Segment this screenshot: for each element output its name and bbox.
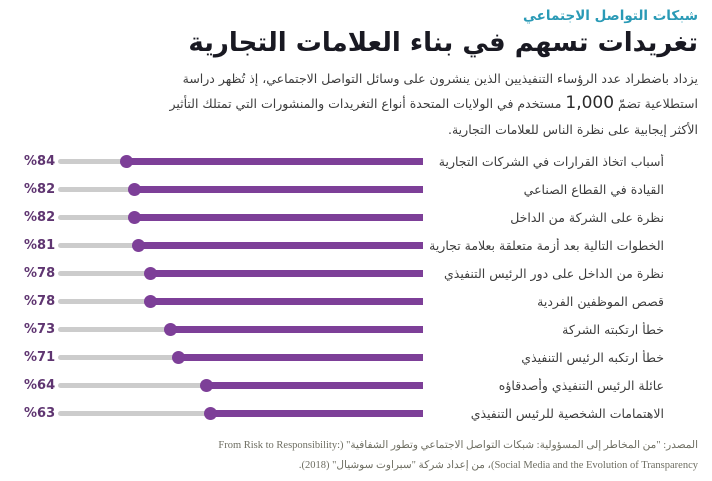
bar-track (58, 238, 423, 252)
category-label: خطأ ارتكبته الشركة (562, 321, 664, 337)
bar-track (58, 154, 423, 168)
bar-dot (127, 182, 141, 196)
value-label: %63 (24, 405, 56, 421)
chart-row: %78 قصص الموظفين الفردية (0, 287, 698, 315)
bar-track (58, 266, 423, 280)
category-label: القيادة في القطاع الصناعي (523, 181, 664, 197)
bar-fill (119, 154, 423, 168)
bar-track (58, 182, 423, 196)
value-label: %82 (24, 181, 56, 197)
bar-fill (172, 350, 423, 364)
category-label: أسباب اتخاذ القرارات في الشركات التجارية (438, 153, 664, 169)
chart-row: %78 نظرة من الداخل على دور الرئيس التنفيذ… (0, 259, 698, 287)
value-label: %73 (24, 321, 56, 337)
bar-track (58, 322, 423, 336)
bar-fill (143, 266, 423, 280)
bar-fill (204, 406, 423, 420)
intro-text-before: يزداد باضطراد عدد الرؤساء التنفيذيين الذ… (182, 70, 698, 112)
category-label: الاهتمامات الشخصية للرئيس التنفيذي (470, 405, 664, 421)
chart-row: %63 الاهتمامات الشخصية للرئيس التنفيذي (0, 399, 698, 427)
bar-dot (163, 322, 177, 336)
bar-dot (200, 378, 214, 392)
chart-row: %82 القيادة في القطاع الصناعي (0, 175, 698, 203)
intro-text-after: مستخدم في الولايات المتحدة أنواع التغريد… (169, 96, 698, 137)
value-label: %82 (24, 209, 56, 225)
bar-dot (143, 266, 157, 280)
bar-fill (163, 322, 423, 336)
bar-track (58, 294, 423, 308)
value-label: %81 (24, 237, 56, 253)
category-label: نظرة من الداخل على دور الرئيس التنفيذي (443, 265, 664, 281)
category-label: قصص الموظفين الفردية (537, 293, 664, 309)
sample-size-number: 1,000 (565, 93, 615, 114)
value-label: %84 (24, 153, 56, 169)
source-note: المصدر: "من المخاطر إلى المسؤولية: شبكات… (218, 440, 698, 472)
value-label: %71 (24, 349, 56, 365)
value-label: %64 (24, 377, 56, 393)
bar-track (58, 350, 423, 364)
bar-dot (172, 350, 186, 364)
category-label: نظرة على الشركة من الداخل (510, 209, 664, 225)
category-label: خطأ ارتكبه الرئيس التنفيذي (521, 349, 664, 365)
bar-dot (143, 294, 157, 308)
bar-fill (131, 238, 423, 252)
chart-row: %73 خطأ ارتكبته الشركة (0, 315, 698, 343)
chart-row: %81 الخطوات التالية بعد أزمة متعلقة بعلام… (0, 231, 698, 259)
category-label: الخطوات التالية بعد أزمة متعلقة بعلامة ت… (429, 237, 664, 253)
bar-chart: %84 أسباب اتخاذ القرارات في الشركات التجا… (0, 147, 698, 427)
bar-dot (119, 154, 133, 168)
kicker-label: شبكات التواصل الاجتماعي (523, 8, 698, 24)
bar-dot (127, 210, 141, 224)
chart-row: %82 نظرة على الشركة من الداخل (0, 203, 698, 231)
chart-row: %64 عائلة الرئيس التنفيذي وأصدقاؤه (0, 371, 698, 399)
intro-paragraph: يزداد باضطراد عدد الرؤساء التنفيذيين الذ… (164, 68, 698, 140)
chart-row: %71 خطأ ارتكبه الرئيس التنفيذي (0, 343, 698, 371)
bar-fill (143, 294, 423, 308)
bar-track (58, 210, 423, 224)
category-label: عائلة الرئيس التنفيذي وأصدقاؤه (498, 377, 664, 393)
bar-track (58, 406, 423, 420)
bar-fill (127, 182, 423, 196)
bar-fill (200, 378, 423, 392)
bar-dot (204, 406, 218, 420)
value-label: %78 (24, 293, 56, 309)
bar-fill (127, 210, 423, 224)
value-label: %78 (24, 265, 56, 281)
bar-track (58, 378, 423, 392)
chart-row: %84 أسباب اتخاذ القرارات في الشركات التجا… (0, 147, 698, 175)
bar-dot (131, 238, 145, 252)
page-title: تغريدات تسهم في بناء العلامات التجارية (188, 28, 698, 58)
